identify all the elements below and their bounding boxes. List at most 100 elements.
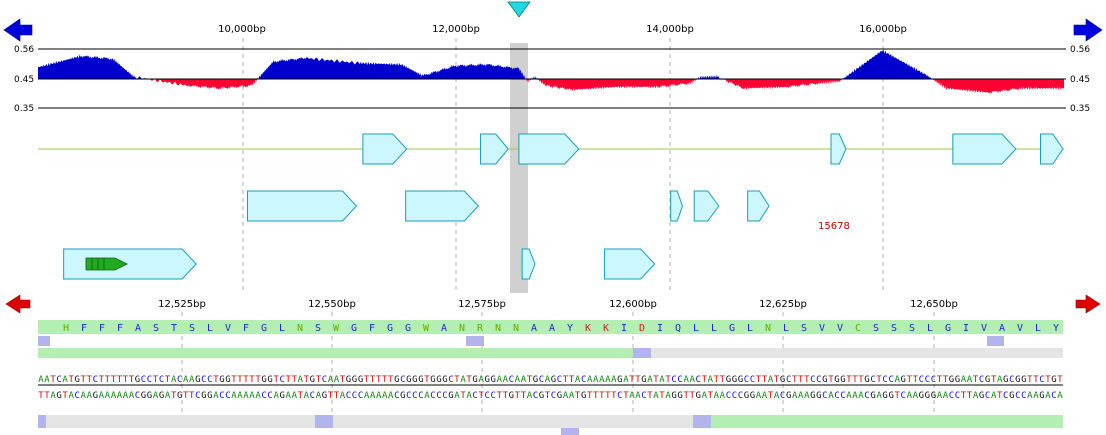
selection-highlight[interactable] bbox=[510, 43, 528, 293]
base: C bbox=[436, 391, 441, 401]
amino-acid: S bbox=[189, 323, 195, 334]
base: C bbox=[744, 375, 749, 385]
base: C bbox=[816, 375, 821, 385]
base: A bbox=[907, 391, 913, 401]
base: C bbox=[533, 391, 538, 401]
base: G bbox=[822, 375, 827, 385]
gene-feature[interactable] bbox=[1039, 133, 1064, 165]
left-arrow-icon[interactable] bbox=[3, 18, 33, 42]
amino-acid: Q bbox=[675, 323, 681, 334]
base: T bbox=[515, 391, 521, 401]
base: G bbox=[267, 375, 272, 385]
base: T bbox=[973, 375, 979, 385]
gene-feature[interactable] bbox=[603, 248, 656, 280]
base: T bbox=[545, 391, 551, 401]
base: G bbox=[436, 375, 441, 385]
base: T bbox=[255, 375, 261, 385]
position-marker-icon[interactable] bbox=[507, 1, 531, 18]
base: C bbox=[484, 391, 489, 401]
gene-feature[interactable] bbox=[405, 190, 480, 222]
base: T bbox=[38, 391, 44, 401]
bottom-tick-label: 12,525bp bbox=[158, 299, 206, 310]
base: A bbox=[111, 391, 117, 401]
base: G bbox=[533, 375, 538, 385]
base: T bbox=[243, 375, 249, 385]
gene-feature[interactable] bbox=[521, 248, 536, 280]
base: C bbox=[726, 391, 731, 401]
base: C bbox=[201, 375, 206, 385]
gene-feature[interactable] bbox=[63, 248, 197, 280]
gene-feature[interactable] bbox=[693, 190, 720, 222]
base: C bbox=[551, 391, 556, 401]
base: A bbox=[454, 391, 460, 401]
base: T bbox=[304, 375, 310, 385]
top-tick-label: 12,000bp bbox=[432, 24, 480, 35]
amino-acid: H bbox=[63, 323, 69, 334]
amino-acid: L bbox=[711, 323, 717, 334]
base: C bbox=[490, 391, 495, 401]
amino-acid: S bbox=[153, 323, 159, 334]
base: G bbox=[919, 391, 924, 401]
top-tick-label: 14,000bp bbox=[646, 24, 694, 35]
base: T bbox=[1045, 375, 1051, 385]
base: T bbox=[292, 375, 298, 385]
base: A bbox=[858, 391, 864, 401]
bottom-tick-label: 12,625bp bbox=[759, 299, 807, 310]
base: T bbox=[913, 375, 919, 385]
base: A bbox=[340, 391, 346, 401]
gene-feature[interactable] bbox=[479, 133, 509, 165]
base: T bbox=[593, 391, 599, 401]
gene-feature[interactable] bbox=[246, 190, 358, 222]
amino-acid: S bbox=[873, 323, 879, 334]
base: A bbox=[913, 391, 919, 401]
base: A bbox=[460, 375, 466, 385]
gene-feature[interactable] bbox=[670, 190, 683, 222]
amino-acid: I bbox=[963, 323, 969, 334]
base: A bbox=[38, 375, 44, 385]
base: G bbox=[695, 391, 700, 401]
base: T bbox=[569, 375, 575, 385]
base: T bbox=[376, 375, 382, 385]
gene-feature[interactable] bbox=[518, 133, 580, 165]
base: A bbox=[189, 375, 195, 385]
base: T bbox=[328, 391, 334, 401]
base: A bbox=[714, 391, 720, 401]
base: A bbox=[991, 391, 997, 401]
amino-acid: A bbox=[135, 323, 141, 334]
right-arrow-icon[interactable] bbox=[1073, 18, 1103, 42]
gene-feature[interactable] bbox=[952, 133, 1017, 165]
base: T bbox=[340, 375, 346, 385]
right-arrow-icon[interactable] bbox=[1075, 294, 1101, 314]
base: A bbox=[249, 391, 255, 401]
base: G bbox=[177, 391, 182, 401]
base: G bbox=[985, 375, 990, 385]
gene-tracks bbox=[63, 133, 1064, 280]
base: A bbox=[273, 391, 279, 401]
left-arrow-icon[interactable] bbox=[5, 294, 31, 314]
gene-feature[interactable] bbox=[747, 190, 770, 222]
base: T bbox=[388, 375, 394, 385]
bottom-tick-label: 12,650bp bbox=[910, 299, 958, 310]
base: A bbox=[852, 391, 858, 401]
base: G bbox=[677, 391, 682, 401]
base: C bbox=[207, 375, 212, 385]
base: C bbox=[955, 391, 960, 401]
base: T bbox=[647, 391, 653, 401]
amino-acid: L bbox=[1035, 323, 1041, 334]
base: A bbox=[545, 375, 551, 385]
base: C bbox=[261, 391, 266, 401]
base: G bbox=[1003, 375, 1008, 385]
base: A bbox=[563, 391, 569, 401]
amino-acid: L bbox=[279, 323, 285, 334]
base: G bbox=[900, 375, 905, 385]
base: C bbox=[539, 375, 544, 385]
base: T bbox=[249, 375, 255, 385]
gene-feature[interactable] bbox=[830, 133, 847, 165]
gene-feature[interactable] bbox=[362, 133, 408, 165]
base: G bbox=[1015, 375, 1020, 385]
base: C bbox=[74, 391, 79, 401]
base: T bbox=[68, 375, 74, 385]
